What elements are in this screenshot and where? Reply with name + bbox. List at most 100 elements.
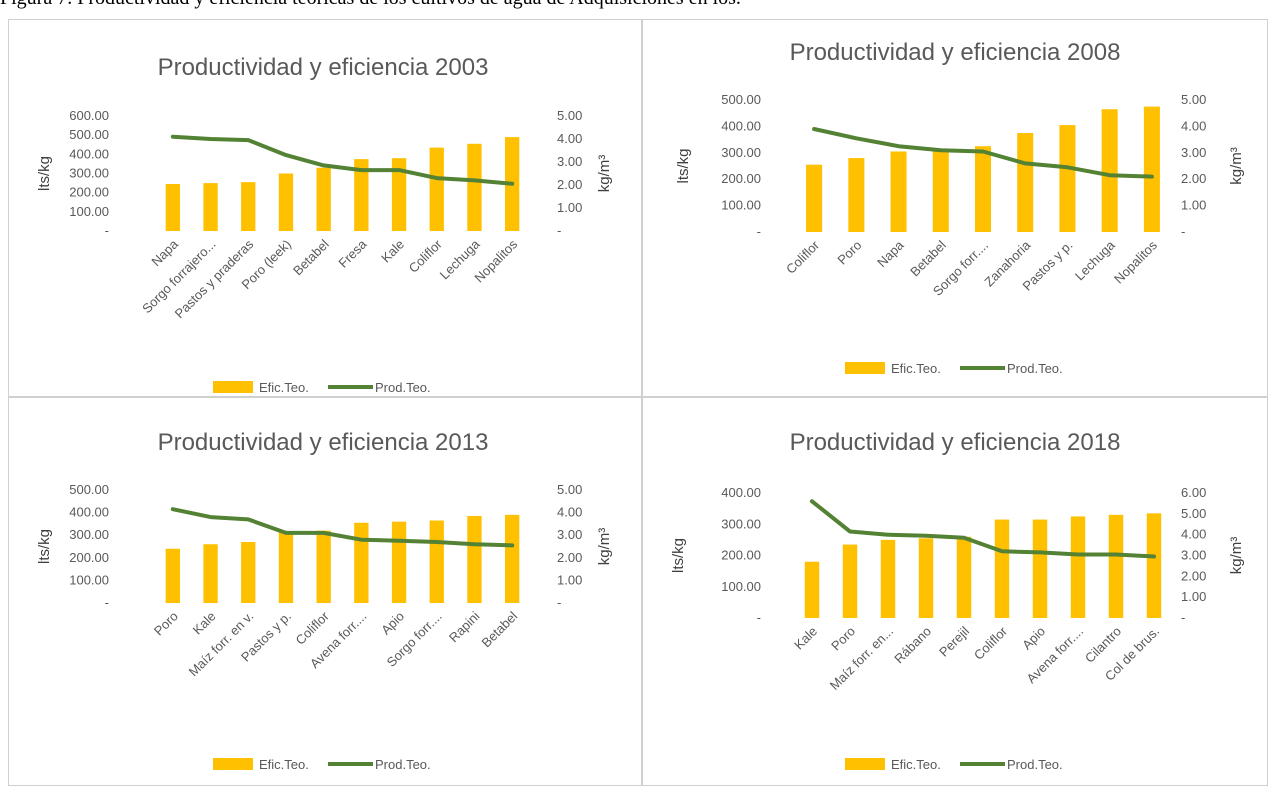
bar [241,541,256,603]
legend-label: Efic.Teo. [259,380,309,395]
bar [391,158,407,231]
x-tick-label: Betabel [907,237,949,279]
y-tick-label: 400.00 [69,146,109,161]
y-tick-label: - [757,610,761,625]
x-tick-label: Poro [828,624,858,654]
y2-tick-label: 1.00 [557,572,582,587]
y2-tick-label: 2.00 [1181,171,1206,186]
bar [1017,133,1034,232]
x-tick-label: Napa [874,237,907,270]
bar [467,515,482,603]
bar [1143,106,1160,232]
y-axis-label: lts/kg [670,538,687,573]
chart-2003: Productividad y eficiencia 2003 600.00 500… [36,54,613,395]
x-tick-label: Coliflor [783,237,823,277]
y-tick-label: 100.00 [69,204,109,219]
x-tick-label: Rábano [891,624,934,667]
y2-axis-label: kg/m³ [1228,537,1245,575]
y2-tick-label: 6.00 [1181,485,1206,500]
bar [804,561,820,618]
y-tick-label: 500.00 [721,92,761,107]
legend-label: Prod.Teo. [375,757,431,772]
chart-title: Productividad y eficiencia 2003 [158,54,489,81]
y2-tick-label: - [557,223,561,238]
y2-tick-label: 3.00 [557,154,582,169]
y-tick-label: 200.00 [69,550,109,565]
x-tick-label: Poro [834,238,864,268]
x-tick-label: Nopalitos [1111,237,1160,286]
y-tick-label: - [105,223,109,238]
legend-label: Prod.Teo. [375,380,431,395]
chart-title: Productividad y eficiencia 2008 [790,39,1121,66]
y2-tick-label: 3.00 [557,527,582,542]
bar [467,143,482,231]
y2-tick-label: - [1181,224,1185,239]
x-tick-label: Poro [151,609,181,639]
bar [203,544,218,603]
y-tick-label: 200.00 [721,171,761,186]
bar [316,530,331,603]
chart-panel-1: Productividad y eficiencia 2003 600.00 500… [8,19,642,397]
y-axis-label: lts/kg [675,148,692,183]
y-tick-label: 400.00 [69,505,109,520]
legend-swatch-bar [213,381,253,393]
bar [391,521,407,603]
bar [1108,514,1124,618]
y-tick-label: 100.00 [69,572,109,587]
y-tick-label: 300.00 [69,166,109,181]
x-tick-label: Perejil [936,623,972,659]
y-tick-label: 200.00 [721,548,761,563]
x-tick-label: Coliflor [971,623,1011,663]
bar [278,531,294,603]
bar [165,548,181,603]
figure-caption: Figura 7. Productividad y eficiencia teó… [0,0,1272,13]
y2-axis-label: kg/m³ [596,528,613,566]
y-axis-label: lts/kg [36,156,53,191]
y-tick-label: 300.00 [721,145,761,160]
legend-swatch-bar [845,758,885,770]
legend-label: Prod.Teo. [1007,361,1063,376]
bar [1059,125,1076,232]
bar [1032,519,1048,618]
y2-tick-label: 2.00 [557,550,582,565]
chart-panel-3: Productividad y eficiencia 2013 500.00 400… [8,397,642,786]
y2-tick-label: 1.00 [557,200,582,215]
y-tick-label: 600.00 [69,108,109,123]
y2-tick-label: 5.00 [1181,92,1206,107]
bar [504,514,520,603]
y-tick-label: 500.00 [69,482,109,497]
bar [203,183,218,231]
bar [806,164,823,232]
chart-2013: Productividad y eficiencia 2013 500.00 400… [36,429,613,772]
y2-tick-label: - [557,595,561,610]
x-tick-label: Kale [791,624,820,653]
bar [1101,109,1118,232]
chart-title: Productividad y eficiencia 2018 [790,429,1121,456]
bar [429,147,444,231]
y2-axis-label: kg/m³ [1228,147,1245,185]
bar [429,520,444,603]
x-tick-label: Betabel [290,236,332,278]
bar [842,544,858,618]
y2-tick-label: 2.00 [1181,568,1206,583]
y2-tick-label: 5.00 [557,108,582,123]
bar [278,173,294,231]
y-tick-label: 300.00 [69,527,109,542]
x-tick-label: Apio [378,609,407,638]
chart-panel-2: Productividad y eficiencia 2008 500.00 400… [642,19,1268,397]
y2-axis-label: kg/m³ [596,155,613,193]
x-tick-label: Betabel [478,608,520,650]
chart-2018: Productividad y eficiencia 2018 400.00 300… [670,429,1245,772]
bar [316,167,331,231]
legend-label: Efic.Teo. [891,361,941,376]
legend-swatch-bar [213,758,253,770]
x-tick-label: Kale [190,609,219,638]
legend-label: Efic.Teo. [259,757,309,772]
y2-tick-label: 1.00 [1181,198,1206,213]
chart-panel-4: Productividad y eficiencia 2018 400.00 300… [642,397,1268,786]
y-tick-label: 100.00 [721,198,761,213]
bar [918,538,934,618]
y-tick-label: 200.00 [69,185,109,200]
y2-tick-label: 5.00 [1181,506,1206,521]
legend-label: Prod.Teo. [1007,757,1063,772]
